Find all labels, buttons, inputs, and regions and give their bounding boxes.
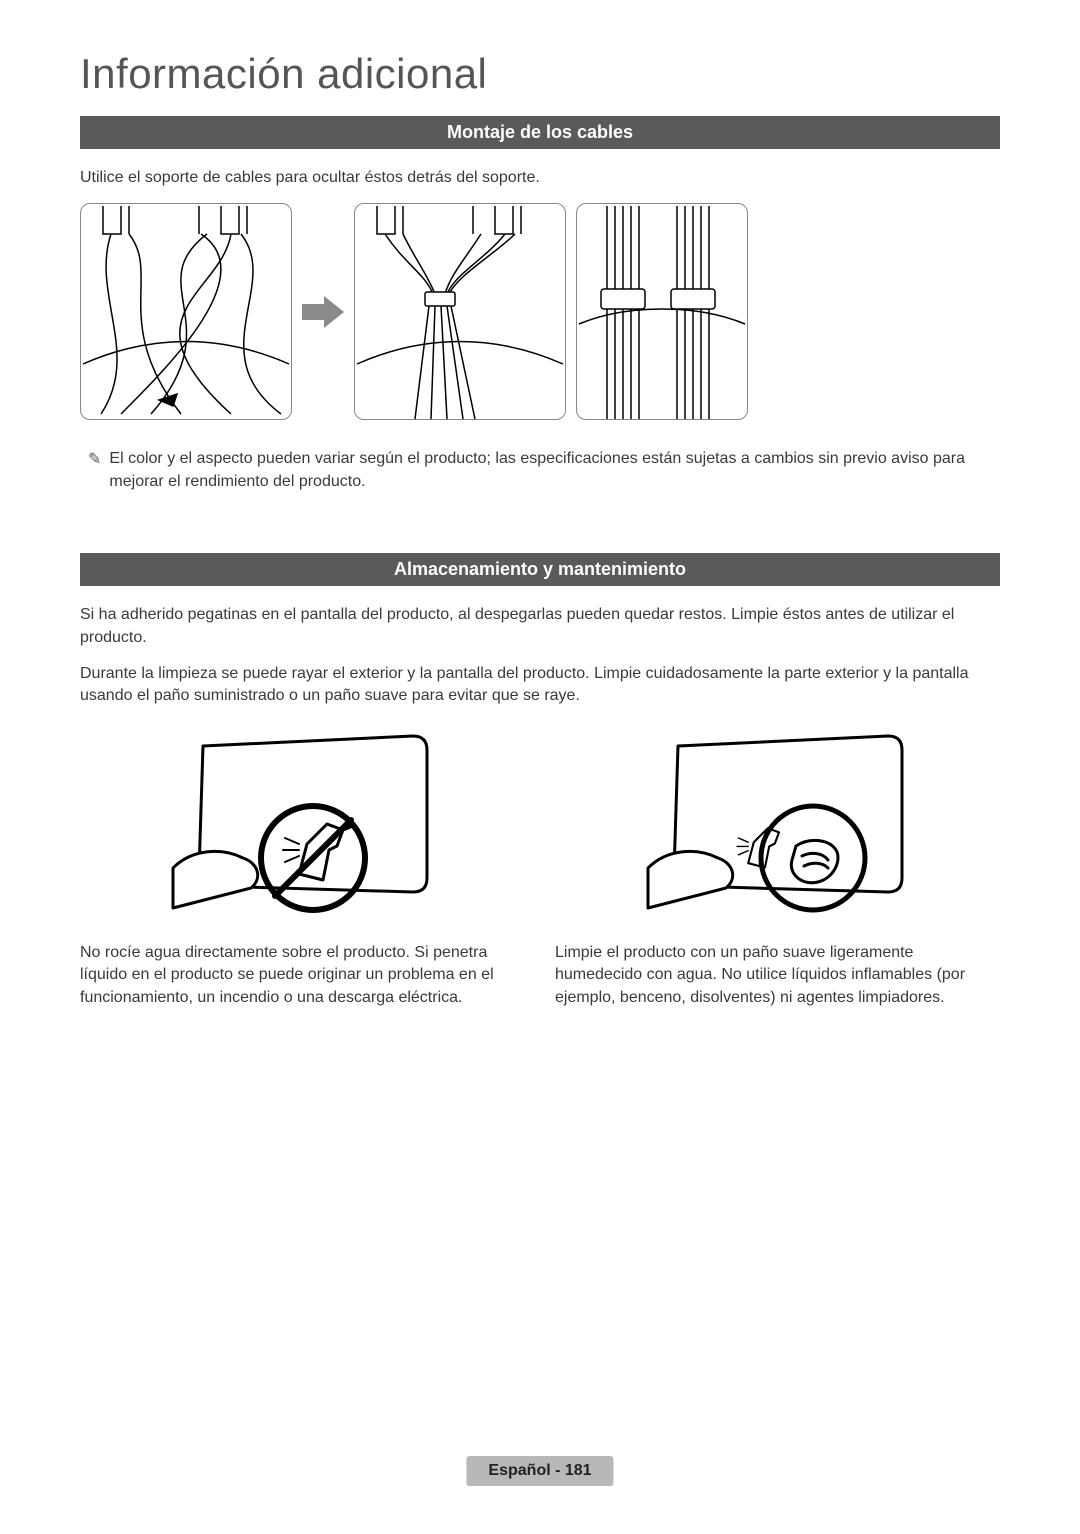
cleaning-left-col: No rocíe agua directamente sobre el prod…: [80, 728, 525, 1009]
note-icon: ✎: [88, 449, 101, 494]
cleaning-right-caption: Limpie el producto con un paño suave lig…: [555, 942, 1000, 1009]
note-text: El color y el aspecto pueden variar segú…: [109, 448, 1000, 493]
cable-diagram-closeup: [576, 203, 748, 420]
arrow-icon: [302, 296, 344, 328]
cable-diagram-row: [80, 203, 1000, 420]
storage-para2: Durante la limpieza se puede rayar el ex…: [80, 663, 1000, 708]
storage-para1: Si ha adherido pegatinas en el pantalla …: [80, 604, 1000, 649]
cleaning-illustrations: No rocíe agua directamente sobre el prod…: [80, 728, 1000, 1009]
cable-diagram-after: [354, 203, 566, 420]
cleaning-left-caption: No rocíe agua directamente sobre el prod…: [80, 942, 525, 1009]
section-heading-cables: Montaje de los cables: [80, 116, 1000, 149]
cable-diagram-before: [80, 203, 292, 420]
page-footer-badge: Español - 181: [466, 1456, 613, 1486]
cables-intro-text: Utilice el soporte de cables para oculta…: [80, 167, 1000, 189]
page-title: Información adicional: [80, 50, 1000, 98]
wipe-cloth-illustration: [638, 728, 918, 928]
no-spray-illustration: [163, 728, 443, 928]
cleaning-right-col: Limpie el producto con un paño suave lig…: [555, 728, 1000, 1009]
note-row: ✎ El color y el aspecto pueden variar se…: [88, 448, 1000, 493]
section-heading-storage: Almacenamiento y mantenimiento: [80, 553, 1000, 586]
